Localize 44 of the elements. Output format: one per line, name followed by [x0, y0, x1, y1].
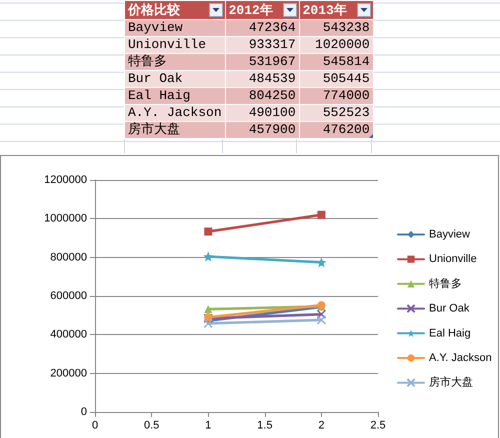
y-tick-label: 0 [80, 406, 87, 418]
y-tick-label: 200000 [50, 367, 87, 380]
data-label: 1020000 [299, 36, 374, 54]
category-label: A.Y. Jackson [124, 104, 226, 122]
data-label: 933317 [225, 36, 300, 54]
y-tick-label: 400000 [50, 328, 87, 341]
x-tick-label: 0.5 [144, 420, 160, 432]
category-label: Bayview [124, 20, 226, 36]
data-label: 490100 [225, 104, 300, 122]
x-tick-label: 2.5 [370, 420, 386, 432]
data-label: 804250 [225, 88, 300, 104]
series-label: 2012年 [228, 3, 273, 18]
category-label: Eal Haig [124, 88, 226, 104]
text: 价格比较 [128, 3, 180, 18]
category-label: Bur Oak [124, 70, 226, 88]
series-label: 2013年 [302, 3, 347, 18]
legend-label: Bayview [429, 228, 470, 240]
y-tick-label: 800000 [50, 251, 87, 264]
category-label: 房市大盘 [124, 122, 226, 138]
y-tick-label: 1200000 [44, 174, 87, 186]
category-label: 特鲁多 [124, 54, 226, 70]
data-label: 476200 [299, 122, 374, 138]
category-label: Unionville [124, 36, 226, 54]
data-label: 472364 [225, 20, 300, 36]
x-tick-label: 2 [318, 420, 324, 432]
data-label: 457900 [225, 122, 300, 138]
data-label: 774000 [299, 88, 374, 104]
x-tick-label: 1.5 [257, 420, 272, 432]
legend-label: Bur Oak [429, 302, 470, 315]
legend-label: 房市大盘 [429, 376, 473, 389]
data-label: 552523 [299, 104, 374, 122]
legend-label: Unionville [429, 253, 477, 266]
x-tick-label: 0 [92, 420, 98, 432]
legend-label: A.Y. Jackson [429, 352, 492, 364]
data-label: 543238 [299, 20, 374, 36]
legend-label: Eal Haig [429, 327, 471, 340]
data-label: 531967 [225, 54, 300, 70]
y-tick-label: 1000000 [44, 212, 87, 225]
data-label: 484539 [225, 70, 300, 88]
y-tick-label: 600000 [50, 290, 87, 302]
data-label: 545814 [299, 54, 374, 70]
x-tick-label: 1 [205, 420, 212, 432]
data-label: 505445 [299, 70, 374, 88]
legend-label: 特鲁多 [429, 278, 462, 290]
